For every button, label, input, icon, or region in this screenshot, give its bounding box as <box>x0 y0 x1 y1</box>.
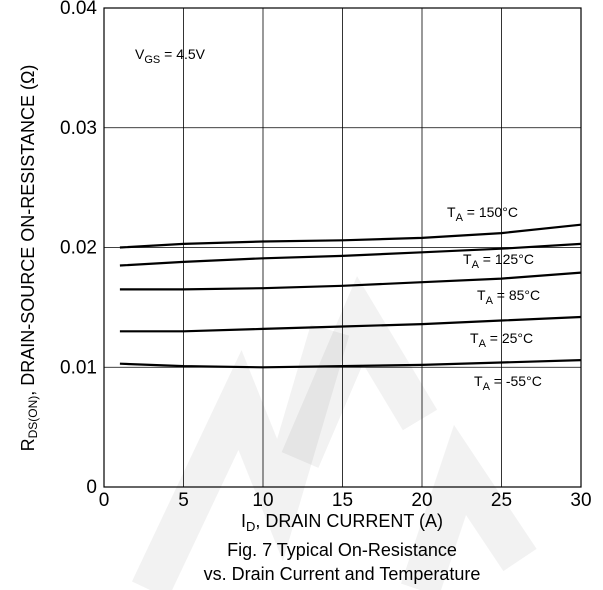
grid <box>104 8 581 487</box>
x-axis-title-main: I <box>241 511 246 531</box>
series-label-sub: A <box>472 259 480 271</box>
condition-label: VGS = 4.5V <box>135 46 206 66</box>
x-tick-labels: 0 5 10 15 20 25 30 <box>99 490 592 511</box>
y-tick-label: 0.04 <box>60 0 97 19</box>
series-label-rest: = 125°C <box>479 251 534 267</box>
series-label-125c: TA = 125°C <box>463 251 534 271</box>
series-line-1 <box>119 242 582 267</box>
x-axis-title: ID, DRAIN CURRENT (A) <box>241 511 443 534</box>
series-line-4 <box>119 359 582 369</box>
series-line-3 <box>119 315 582 333</box>
series-label-main: T <box>447 204 456 220</box>
series-label-sub: A <box>456 212 464 224</box>
series-label-25c: TA = 25°C <box>470 330 533 350</box>
condition-rest: = 4.5V <box>160 46 205 62</box>
series-label-sub: A <box>486 295 494 307</box>
series-label-main: T <box>474 373 483 389</box>
condition-main: V <box>135 46 145 62</box>
x-tick-label: 5 <box>178 490 189 511</box>
x-tick-label: 0 <box>99 490 110 511</box>
x-tick-label: 15 <box>332 490 353 511</box>
series-label-rest: = -55°C <box>490 373 542 389</box>
series-layer <box>119 223 582 369</box>
series-label-85c: TA = 85°C <box>477 287 540 307</box>
figure-caption-line-2: vs. Drain Current and Temperature <box>204 564 481 584</box>
x-axis-title-sub: D <box>246 519 255 534</box>
series-line-2 <box>119 271 582 291</box>
watermark-strokes <box>131 276 537 590</box>
x-tick-label: 25 <box>491 490 512 511</box>
series-line-0 <box>119 223 582 249</box>
series-label-minus55c: TA = -55°C <box>474 373 542 393</box>
series-label-rest: = 25°C <box>486 330 533 346</box>
series-label-150c: TA = 150°C <box>447 204 518 224</box>
series-label-sub: A <box>483 381 491 393</box>
y-tick-label: 0.03 <box>60 118 97 139</box>
series-label-sub: A <box>479 338 487 350</box>
y-axis-title-rest: , DRAIN-SOURCE ON-RESISTANCE (Ω) <box>18 65 38 396</box>
figure-caption-line-1: Fig. 7 Typical On-Resistance <box>227 540 457 560</box>
x-tick-label: 30 <box>570 490 591 511</box>
series-labels: TA = 150°C TA = 125°C TA = 85°C TA = 25°… <box>447 204 542 393</box>
y-axis-title: RDS(ON), DRAIN-SOURCE ON-RESISTANCE (Ω) <box>18 65 40 452</box>
series-label-rest: = 150°C <box>463 204 518 220</box>
y-tick-labels: 0 0.01 0.02 0.03 0.04 <box>60 0 97 498</box>
series-label-main: T <box>477 287 486 303</box>
y-axis-title-main: R <box>18 438 38 451</box>
x-tick-label: 10 <box>252 490 273 511</box>
y-tick-label: 0.01 <box>60 357 97 378</box>
series-label-main: T <box>463 251 472 267</box>
x-tick-label: 20 <box>411 490 432 511</box>
y-tick-label: 0 <box>86 477 97 498</box>
condition-sub: GS <box>144 54 160 66</box>
y-axis-title-sub: DS(ON) <box>26 396 40 439</box>
y-tick-label: 0.02 <box>60 238 97 259</box>
series-label-rest: = 85°C <box>493 287 540 303</box>
series-label-main: T <box>470 330 479 346</box>
x-axis-title-rest: , DRAIN CURRENT (A) <box>255 511 443 531</box>
